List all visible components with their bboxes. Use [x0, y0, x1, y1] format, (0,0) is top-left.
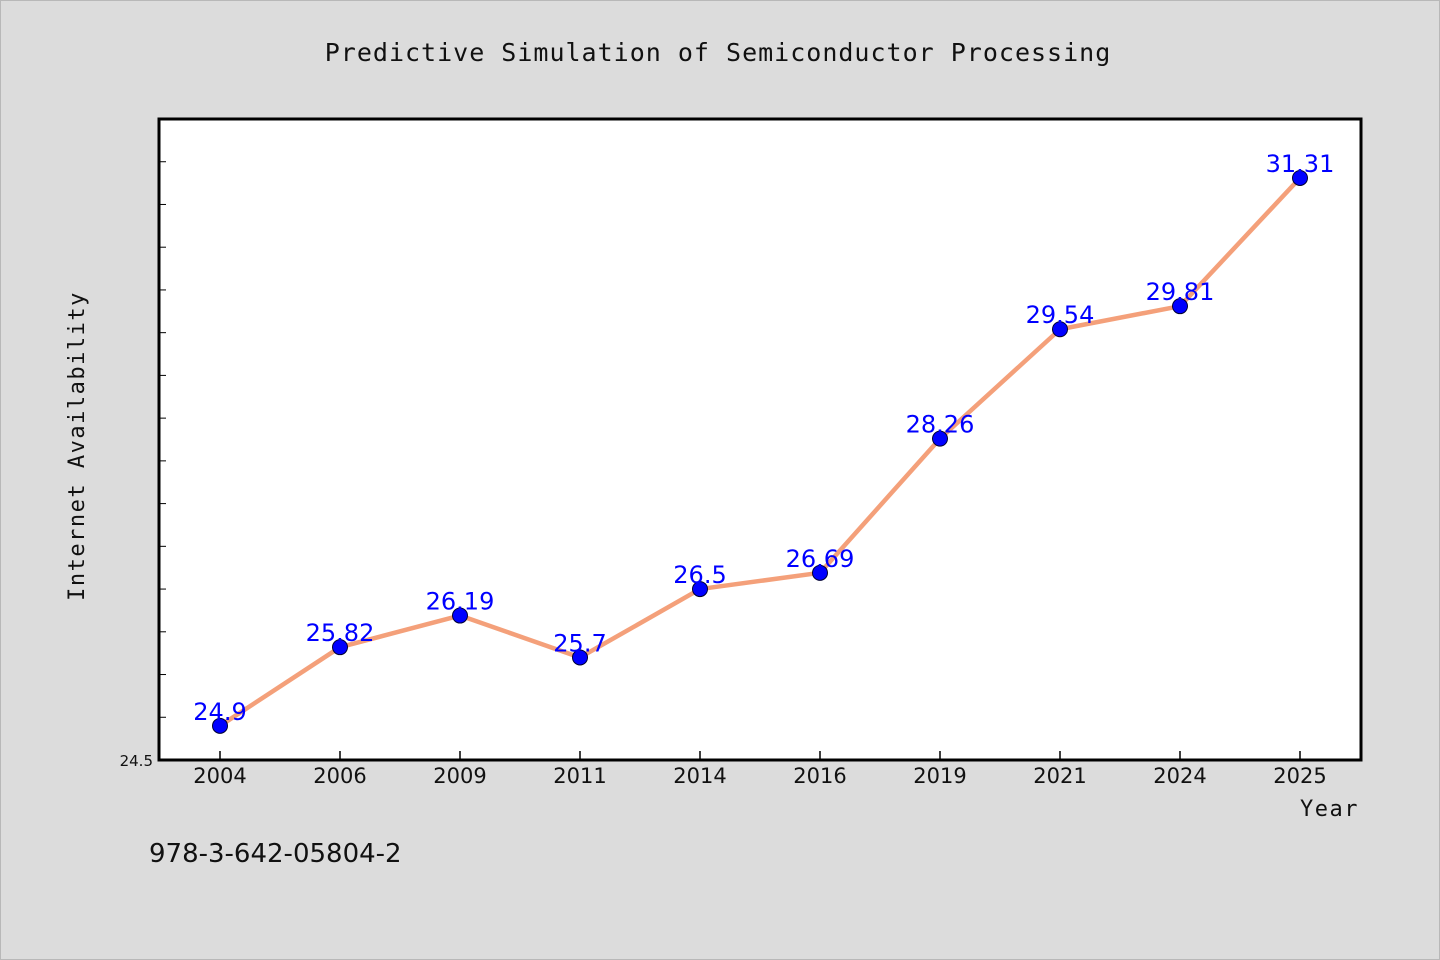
y-axis-label: Internet Availability — [65, 291, 90, 601]
x-tick-label: 2025 — [1273, 764, 1326, 788]
data-label: 31.31 — [1266, 150, 1335, 178]
data-label: 26.5 — [673, 561, 726, 589]
chart-title: Predictive Simulation of Semiconductor P… — [325, 38, 1112, 67]
isbn-footer: 978-3-642-05804-2 — [149, 839, 402, 869]
data-label: 26.69 — [786, 545, 855, 573]
data-points — [212, 169, 1308, 734]
data-point — [812, 564, 828, 581]
x-tick-label: 2006 — [313, 764, 366, 788]
plot-frame — [157, 117, 1363, 762]
data-point — [1172, 298, 1188, 315]
x-axis-label: Year — [1300, 797, 1359, 822]
x-tick-label: 2004 — [193, 764, 246, 788]
data-point — [212, 717, 228, 734]
x-tick-label: 2011 — [553, 764, 606, 788]
y-tick-label: 24.5 — [120, 752, 153, 770]
x-tick-label: 2009 — [433, 764, 486, 788]
x-tick-label: 2021 — [1033, 764, 1086, 788]
data-point — [932, 430, 948, 447]
data-label: 28.26 — [906, 411, 975, 439]
data-point — [452, 607, 468, 624]
data-label: 25.7 — [553, 629, 606, 657]
plot-area — [159, 119, 1361, 760]
data-point — [692, 581, 708, 598]
data-point — [1052, 321, 1068, 338]
data-label: 24.9 — [193, 698, 246, 726]
data-labels: 24.9 25.82 26.19 25.7 26.5 26.69 28.26 29.54 29.… — [193, 150, 1334, 726]
data-point — [1292, 169, 1308, 186]
data-label: 26.19 — [426, 588, 495, 616]
data-point — [572, 649, 588, 666]
x-tick-label: 2019 — [913, 764, 966, 788]
data-label: 29.54 — [1026, 301, 1095, 329]
x-tick-label: 2024 — [1153, 764, 1206, 788]
data-label: 29.81 — [1146, 278, 1215, 306]
x-tick-label: 2016 — [793, 764, 846, 788]
data-point — [332, 639, 348, 656]
x-axis-ticks: 2004 2006 2009 2011 2014 2016 2019 2021 2024 2025 — [193, 751, 1327, 788]
data-label: 25.82 — [306, 619, 375, 647]
series-line — [217, 175, 1303, 729]
x-tick-label: 2014 — [673, 764, 726, 788]
